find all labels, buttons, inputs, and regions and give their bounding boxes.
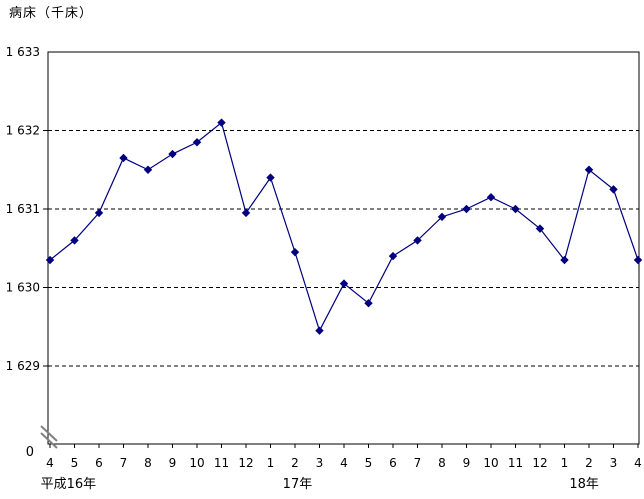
x-tick-label: 6 <box>389 456 397 470</box>
data-point-marker <box>94 208 104 218</box>
data-point-marker <box>168 149 177 159</box>
x-tick-label: 3 <box>316 456 324 470</box>
axis-break-mark <box>40 432 58 449</box>
data-point-marker <box>45 255 55 265</box>
year-label: 17年 <box>283 477 313 492</box>
data-point-marker <box>560 255 569 265</box>
x-tick-label: 8 <box>438 456 446 470</box>
year-label: 平成16年 <box>41 477 97 492</box>
data-point-marker <box>633 255 643 265</box>
data-point-marker <box>119 153 128 163</box>
data-point-marker <box>388 251 398 261</box>
data-point-marker <box>143 165 153 174</box>
x-tick-label: 10 <box>189 456 204 470</box>
data-point-marker <box>584 165 594 174</box>
origin-label: 0 <box>26 445 34 460</box>
data-point-marker <box>486 193 496 202</box>
x-tick-label: 12 <box>532 456 547 470</box>
plot-border <box>47 51 640 445</box>
y-tick-label: 1 633 <box>6 45 40 59</box>
data-point-marker <box>290 247 300 257</box>
x-tick-label: 7 <box>414 456 422 470</box>
x-tick-label: 10 <box>483 456 498 470</box>
x-tick-label: 4 <box>340 456 348 470</box>
y-tick-label: 1 632 <box>6 124 40 138</box>
x-tick-label: 8 <box>144 456 152 470</box>
x-tick-label: 6 <box>95 456 103 470</box>
x-tick-label: 11 <box>508 456 523 470</box>
data-point-marker <box>241 208 251 218</box>
data-point-marker <box>535 224 545 233</box>
y-tick-label: 1 630 <box>6 281 40 295</box>
data-point-marker <box>315 326 324 335</box>
axis-break-mark <box>40 425 58 442</box>
x-tick-label: 9 <box>463 456 471 470</box>
data-series-line <box>49 121 639 333</box>
data-point-marker <box>437 212 447 222</box>
x-tick-label: 11 <box>214 456 229 470</box>
x-tick-label: 9 <box>169 456 177 470</box>
data-point-marker <box>364 298 373 308</box>
y-axis-unit-label: 病床（千床） <box>9 6 94 21</box>
x-tick-label: 1 <box>267 456 275 470</box>
data-point-marker <box>413 236 422 245</box>
data-point-marker <box>70 236 79 245</box>
x-tick-label: 3 <box>610 456 618 470</box>
data-point-marker <box>609 185 618 194</box>
data-point-marker <box>339 279 349 288</box>
x-tick-label: 1 <box>561 456 569 470</box>
x-tick-label: 4 <box>46 456 54 470</box>
x-tick-label: 2 <box>585 456 593 470</box>
x-tick-label: 2 <box>291 456 299 470</box>
data-point-marker <box>217 118 226 127</box>
x-tick-label: 12 <box>238 456 253 470</box>
x-tick-label: 5 <box>365 456 373 470</box>
data-point-marker <box>511 204 520 214</box>
x-tick-label: 7 <box>120 456 128 470</box>
x-tick-label: 5 <box>71 456 79 470</box>
year-label: 18年 <box>569 477 599 492</box>
y-tick-label: 1 629 <box>6 359 40 373</box>
data-point-marker <box>266 173 275 182</box>
data-point-marker <box>462 204 471 214</box>
data-point-marker <box>192 138 202 147</box>
x-tick-label: 4 <box>634 456 642 470</box>
y-tick-label: 1 631 <box>6 202 40 216</box>
